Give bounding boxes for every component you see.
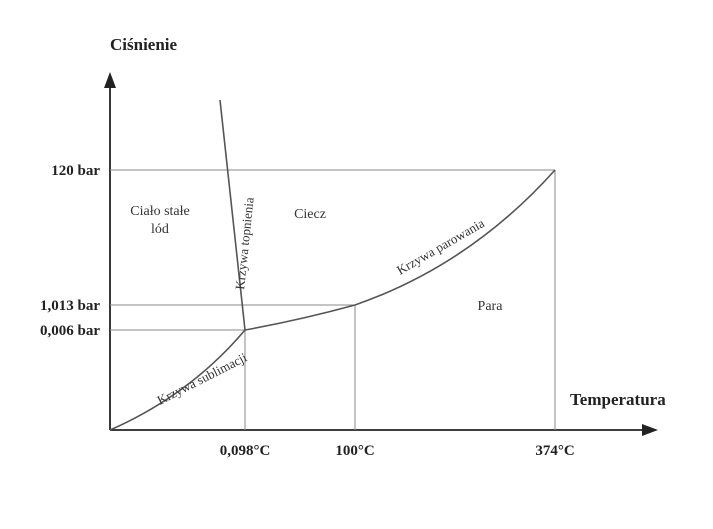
ytick-120bar: 120 bar — [51, 163, 100, 179]
phase-curves — [110, 100, 555, 430]
xtick-100c: 100°C — [335, 443, 374, 459]
sublimation-curve — [110, 330, 245, 430]
label-sublimation: Krzywa sublimacji — [155, 349, 250, 407]
region-solid-line1: Ciało stałe — [130, 204, 190, 219]
region-solid-line2: lód — [151, 222, 169, 237]
xtick-0098c: 0,098°C — [220, 443, 271, 459]
y-axis-title: Ciśnienie — [110, 35, 178, 54]
region-vapor: Para — [478, 299, 504, 314]
region-labels: Ciało stałe lód Ciecz Para — [130, 204, 503, 314]
region-liquid: Ciecz — [294, 207, 326, 222]
ytick-0006bar: 0,006 bar — [40, 323, 100, 339]
vaporization-curve — [245, 170, 555, 330]
label-vaporization: Krzywa parowania — [394, 215, 487, 277]
ytick-1013bar: 1,013 bar — [40, 298, 100, 314]
xtick-374c: 374°C — [535, 443, 574, 459]
x-axis-title: Temperatura — [570, 390, 666, 409]
curve-labels: Krzywa sublimacji Krzywa topnienia Krzyw… — [155, 196, 487, 407]
